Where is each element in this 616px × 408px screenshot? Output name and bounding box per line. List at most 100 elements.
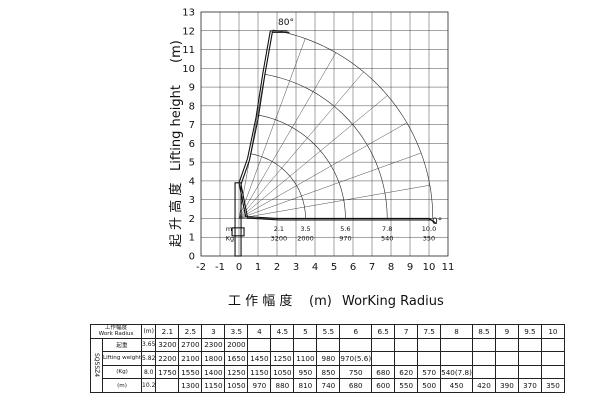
table-cell: 390 xyxy=(494,378,519,393)
table-row: (m) 10.2 1300 1150 1050 970 880 810 740 680 600 550… xyxy=(91,378,565,393)
header-bottom-label: Work Radius xyxy=(98,331,134,338)
boom-line-inner xyxy=(240,184,438,225)
table-row: SQ5SZ4 起重 3.65 3200 2700 2300 2000 xyxy=(90,337,565,393)
table-cell xyxy=(394,351,419,366)
table-cell xyxy=(440,351,473,366)
inset-load: 350 xyxy=(423,234,435,242)
inset-load: 2000 xyxy=(297,234,314,242)
table-cell xyxy=(471,337,496,353)
x-tick-label: 8 xyxy=(388,262,394,273)
table-cell xyxy=(316,337,341,353)
table-cell xyxy=(471,351,496,366)
table-cell: 550 xyxy=(394,378,419,393)
table-cell: 450 xyxy=(440,378,473,393)
table-cell: 2200 xyxy=(155,351,180,366)
y-tick-label: 7 xyxy=(189,120,195,131)
radius-header-cell: 3.5 xyxy=(224,324,249,339)
table-cell: 2100 xyxy=(178,351,203,366)
y-axis-label-en: Lifting height xyxy=(169,85,184,171)
y-tick-label: 13 xyxy=(182,8,195,19)
y-tick-label: 2 xyxy=(189,214,195,225)
table-cell xyxy=(517,337,542,353)
table-cell: 600 xyxy=(371,378,396,393)
table-cell: 500 xyxy=(417,378,442,393)
y-tick-label: 4 xyxy=(189,176,195,187)
table-cell: 850 xyxy=(316,364,341,380)
table-row: Lifting weight 5.82 2200 2100 1800 1650 1450 12… xyxy=(91,351,565,366)
radius-header-cell: 4.5 xyxy=(270,324,295,339)
table-header-cell: 工作幅度 Work Radius xyxy=(89,324,143,339)
x-tick-label: 0 xyxy=(236,262,242,273)
inset-radius: 5.6 xyxy=(340,225,350,233)
table-cell: 350 xyxy=(540,378,565,393)
table-cell: 370 xyxy=(517,378,542,393)
radius-header-cell: 8 xyxy=(440,324,473,339)
y-tick-label: 0 xyxy=(189,252,195,263)
table-cell xyxy=(339,337,373,353)
y-tick-label: 3 xyxy=(189,195,195,206)
boom-line-inner xyxy=(240,31,290,185)
inset-load: 970 xyxy=(339,234,351,242)
table-cell xyxy=(417,351,442,366)
table-cell: 2700 xyxy=(178,337,203,353)
table-cell: 1050 xyxy=(270,364,295,380)
radius-header-cell: 2.1 xyxy=(155,324,180,339)
angle-label-80: 80° xyxy=(278,18,294,28)
x-tick-label: 1 xyxy=(255,262,261,273)
angle-ray xyxy=(238,52,337,219)
row-label-cell: (m) xyxy=(101,378,143,393)
radius-header-cell: 9.5 xyxy=(517,324,542,339)
angle-ray xyxy=(238,71,364,219)
radius-header-cell: 5.5 xyxy=(316,324,341,339)
y-tick-label: 9 xyxy=(189,83,195,94)
table-cell xyxy=(494,364,519,380)
table-cell: 1650 xyxy=(224,351,249,366)
table-cell: 2000 xyxy=(224,337,249,353)
table-cell: 970(5.6) xyxy=(339,351,373,366)
table-cell: 810 xyxy=(293,378,318,393)
table-cell xyxy=(247,337,272,353)
angle-ray xyxy=(238,38,306,219)
radius-header-cell: 8.5 xyxy=(471,324,496,339)
table-cell: 740 xyxy=(316,378,341,393)
y-tick-label: 1 xyxy=(189,233,195,244)
chart-grid xyxy=(200,11,449,257)
table-cell: 1150 xyxy=(247,364,272,380)
table-cell: 980 xyxy=(316,351,341,366)
inset-radius: 3.5 xyxy=(300,225,310,233)
table-cell: 1300 xyxy=(178,378,203,393)
table-cell xyxy=(494,337,519,353)
crane-column xyxy=(234,182,242,257)
x-axis-label-en: WorKing Radius xyxy=(342,294,444,309)
plot-frame xyxy=(200,11,449,257)
table-cell: 540(7.8) xyxy=(440,364,473,380)
x-tick-label: 5 xyxy=(331,262,337,273)
table-cell: 970 xyxy=(247,378,272,393)
y-axis-label: 起 升 高 度 Lifting height (m) xyxy=(168,40,184,247)
boom-lines xyxy=(231,30,438,257)
angle-ray xyxy=(238,95,388,219)
table-cell xyxy=(517,351,542,366)
angle-ray xyxy=(238,122,407,219)
y-tick-label: 6 xyxy=(189,139,195,150)
radius-header-cell: 3 xyxy=(201,324,226,339)
angle-label-0: 0° xyxy=(432,217,442,227)
table-cell: 1450 xyxy=(247,351,272,366)
angle-ray xyxy=(238,152,422,219)
table-cell: 3200 xyxy=(155,337,180,353)
x-tick-label: 3 xyxy=(293,262,299,273)
table-cell: 1050 xyxy=(224,378,249,393)
row-label-cell: 起重 xyxy=(101,337,143,353)
inset-load: 540 xyxy=(381,234,393,242)
table-cell xyxy=(155,378,180,393)
table-cell: 1400 xyxy=(201,364,226,380)
x-axis-label-cn: 工 作 幅 度 xyxy=(228,293,292,309)
table-cell xyxy=(417,337,442,353)
table-cell xyxy=(540,364,565,380)
x-tick-label: -2 xyxy=(196,262,206,273)
table-cell xyxy=(440,337,473,353)
inset-radius: 7.8 xyxy=(382,225,392,233)
x-tick-label: 11 xyxy=(442,262,455,273)
table-cell xyxy=(371,337,396,353)
table-cell: 2300 xyxy=(201,337,226,353)
